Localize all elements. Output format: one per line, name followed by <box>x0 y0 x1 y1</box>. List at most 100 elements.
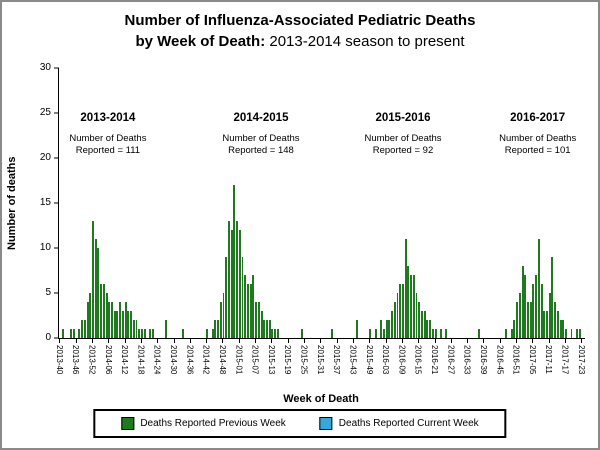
bar-slot <box>225 68 228 338</box>
bar-2017-11 <box>548 293 551 338</box>
x-tick-slot: 2014-42 <box>201 339 211 391</box>
bar-2016-01 <box>380 320 383 338</box>
legend-label-current-week: Deaths Reported Current Week <box>338 418 479 429</box>
y-tick-label: 5 <box>45 287 51 298</box>
bar-2014-22 <box>151 329 154 338</box>
bar-2015-24 <box>301 329 304 338</box>
bar-slot <box>578 68 581 338</box>
x-tick-label: 2016-33 <box>462 345 472 375</box>
y-tick-label: 15 <box>39 197 51 208</box>
x-tick-slot: 2016-03 <box>381 339 390 391</box>
bar-2014-46 <box>217 320 220 338</box>
x-tick-slot: 2015-25 <box>300 339 309 391</box>
bar-slot <box>111 68 114 338</box>
x-tick-slot: 2016-21 <box>430 339 439 391</box>
bar-2015-05 <box>249 284 252 338</box>
y-tick-mark <box>54 112 59 114</box>
x-tick-slot: 2014-30 <box>169 339 178 391</box>
y-tick-label: 25 <box>39 107 51 118</box>
bar-2016-49 <box>510 329 513 338</box>
bar-2014-19 <box>143 329 146 338</box>
bar-2017-13 <box>554 302 557 338</box>
x-tick-label: 2014-12 <box>120 345 130 375</box>
bar-2016-02 <box>382 329 385 338</box>
bar-2016-47 <box>505 329 508 338</box>
x-tick-slot: 2014-06 <box>104 339 113 391</box>
bar-2015-03 <box>244 275 247 338</box>
y-tick-label: 10 <box>39 242 51 253</box>
bar-slot <box>559 68 562 338</box>
season-label: 2014-2015 <box>233 112 289 124</box>
bar-2014-01 <box>94 239 97 338</box>
bar-2014-17 <box>138 329 141 338</box>
x-tick-label: 2015-31 <box>315 345 325 375</box>
season-deaths-note-line2: Reported = 111 <box>75 145 141 156</box>
y-tick-mark <box>54 202 59 204</box>
bar-2016-09 <box>401 284 404 338</box>
bar-2016-50 <box>513 320 516 338</box>
x-tick-label: 2016-15 <box>413 345 423 375</box>
bar-slot <box>268 68 271 338</box>
bar-slot <box>540 68 543 338</box>
bar-2016-03 <box>385 320 388 338</box>
bar-slot <box>388 68 391 338</box>
bar-2016-16 <box>420 311 423 338</box>
bar-slot <box>230 68 233 338</box>
season-annotation-2014-2015: 2014-2015 Number of Deaths Reported = 148 <box>222 112 299 157</box>
x-tick-slot: 2017-17 <box>561 339 570 391</box>
x-tick-label: 2015-49 <box>364 345 374 375</box>
bar-slot <box>266 68 269 338</box>
bar-slot <box>429 68 432 338</box>
bar-2017-01 <box>521 266 524 338</box>
bar-slot <box>263 68 266 338</box>
bar-2014-07 <box>111 302 113 338</box>
bar-2016-12 <box>410 275 413 338</box>
bar-slot <box>241 68 244 338</box>
bar-2014-52 <box>233 185 236 338</box>
x-tick-slot: 2015-43 <box>348 339 357 391</box>
season-deaths-note-line1: Number of Deaths <box>364 133 442 144</box>
x-tick-slot: 2016-27 <box>446 339 455 391</box>
bar-2016-20 <box>431 329 434 338</box>
x-tick-slot: 2016-09 <box>397 339 406 391</box>
bar-2014-33 <box>181 329 184 338</box>
season-label: 2016-2017 <box>510 112 566 124</box>
bar-slot <box>407 68 410 338</box>
bar-slot <box>505 68 508 338</box>
bar-2014-04 <box>102 284 105 338</box>
x-tick-label: 2015-07 <box>250 345 260 375</box>
x-tick-slot: 2016-33 <box>462 339 472 391</box>
y-axis-title: Number of deaths <box>6 156 18 250</box>
bar-2013-51 <box>89 293 92 338</box>
bar-2014-47 <box>219 302 222 338</box>
x-tick-label: 2014-42 <box>201 345 211 375</box>
bar-2014-50 <box>227 221 230 338</box>
bar-slot <box>434 68 437 338</box>
bar-slot <box>529 68 532 338</box>
season-deaths-note-line1: Number of Deaths <box>499 133 577 144</box>
bar-slot <box>246 68 250 338</box>
x-tick-label: 2016-27 <box>446 345 456 375</box>
bar-2017-08 <box>540 284 543 338</box>
bar-2016-23 <box>440 329 442 338</box>
bar-slot <box>94 68 97 338</box>
x-tick-label: 2015-37 <box>332 345 342 375</box>
bar-slot <box>426 68 429 338</box>
bar-2014-18 <box>140 329 143 338</box>
x-tick-slot: 2015-13 <box>267 339 276 391</box>
bar-2013-47 <box>78 329 81 338</box>
bar-slot <box>513 68 516 338</box>
x-tick-slot: 2017-05 <box>528 339 537 391</box>
bar-2016-37 <box>478 329 481 338</box>
season-deaths-note-line1: Number of Deaths <box>222 133 300 144</box>
y-tick-mark <box>54 337 59 339</box>
bar-slot <box>222 68 225 338</box>
bar-2017-09 <box>543 311 546 338</box>
bars-container <box>59 68 585 338</box>
bar-2016-14 <box>415 293 418 338</box>
plot-area: 2013-2014 Number of Deaths Reported = 111 2… <box>54 67 585 339</box>
season-label: 2015-2016 <box>375 112 431 124</box>
x-tick-slot: 2014-12 <box>120 339 130 391</box>
y-tick-mark <box>54 247 59 249</box>
